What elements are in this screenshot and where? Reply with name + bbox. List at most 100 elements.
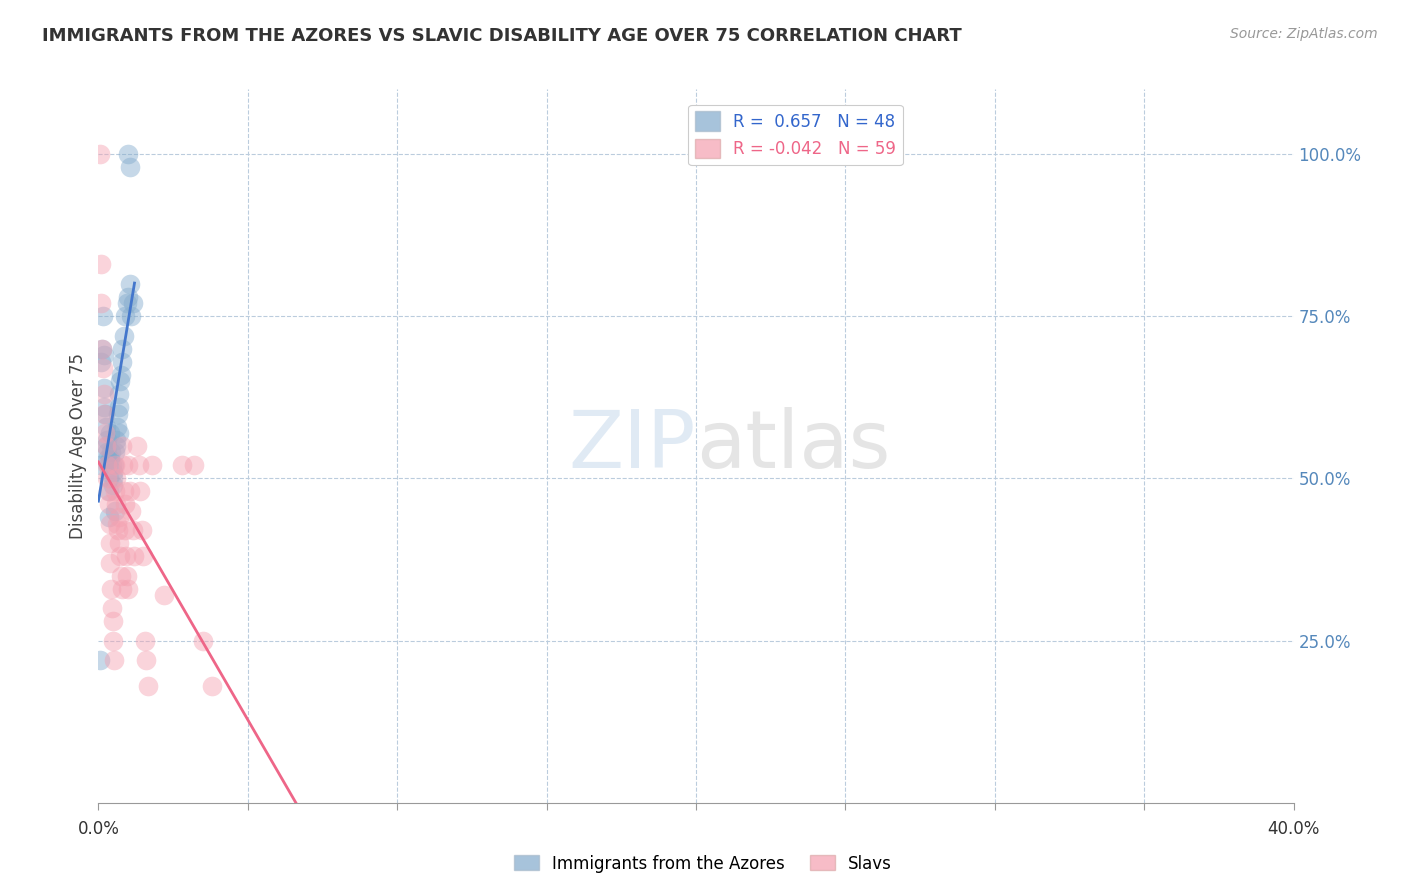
Point <box>96 433 118 447</box>
Point <box>105 516 128 531</box>
Text: 40.0%: 40.0% <box>1267 820 1320 838</box>
Point <box>132 549 155 564</box>
Point <box>134 633 156 648</box>
Point <box>100 582 122 596</box>
Point <box>89 147 111 161</box>
Point <box>121 296 143 310</box>
Point <box>121 524 143 538</box>
Point <box>117 458 139 473</box>
Point <box>114 497 136 511</box>
Point <box>141 458 163 473</box>
Point <box>153 588 176 602</box>
Point <box>118 277 141 291</box>
Point <box>89 458 111 473</box>
Point <box>131 524 153 538</box>
Point <box>100 536 122 550</box>
Point <box>117 290 139 304</box>
Point <box>101 458 124 473</box>
Point <box>112 484 135 499</box>
Point <box>96 452 118 467</box>
Point <box>96 445 118 459</box>
Point <box>201 679 224 693</box>
Point <box>114 310 136 324</box>
Point <box>97 497 120 511</box>
Point <box>118 484 141 499</box>
Text: 0.0%: 0.0% <box>77 820 120 838</box>
Point <box>91 342 114 356</box>
Point <box>103 465 125 479</box>
Point <box>104 484 127 499</box>
Point <box>105 433 128 447</box>
Point <box>110 368 132 382</box>
Point <box>104 439 127 453</box>
Point <box>97 484 120 499</box>
Point <box>91 361 114 376</box>
Point <box>98 516 121 531</box>
Point <box>114 524 136 538</box>
Legend: Immigrants from the Azores, Slavs: Immigrants from the Azores, Slavs <box>508 848 898 880</box>
Point <box>96 458 118 473</box>
Point <box>94 439 117 453</box>
Point <box>104 471 127 485</box>
Point <box>115 549 138 564</box>
Point <box>93 348 115 362</box>
Point <box>91 342 114 356</box>
Point <box>94 439 117 453</box>
Point <box>103 653 125 667</box>
Point <box>108 387 131 401</box>
Point <box>136 679 159 693</box>
Point <box>129 484 152 499</box>
Point <box>111 342 134 356</box>
Point <box>172 458 194 473</box>
Point <box>90 257 112 271</box>
Point <box>111 439 134 453</box>
Point <box>96 471 118 485</box>
Point <box>90 296 112 310</box>
Point <box>104 445 127 459</box>
Legend: R =  0.657   N = 48, R = -0.042   N = 59: R = 0.657 N = 48, R = -0.042 N = 59 <box>688 104 903 165</box>
Point <box>101 614 124 628</box>
Point <box>105 497 128 511</box>
Point <box>115 568 138 582</box>
Point <box>93 381 115 395</box>
Point <box>103 633 125 648</box>
Point <box>118 160 141 174</box>
Point <box>89 653 111 667</box>
Text: atlas: atlas <box>696 407 890 485</box>
Point <box>127 439 149 453</box>
Point <box>107 407 129 421</box>
Point <box>191 633 214 648</box>
Point <box>107 400 129 414</box>
Point <box>97 471 120 485</box>
Point <box>101 471 124 485</box>
Text: Source: ZipAtlas.com: Source: ZipAtlas.com <box>1230 27 1378 41</box>
Point <box>108 425 131 440</box>
Point <box>100 452 122 467</box>
Point <box>117 147 139 161</box>
Point <box>111 354 134 368</box>
Point <box>100 556 122 570</box>
Point <box>97 458 120 473</box>
Point <box>91 310 114 324</box>
Point <box>103 458 125 473</box>
Point <box>100 445 122 459</box>
Point <box>94 407 117 421</box>
Point <box>90 354 112 368</box>
Point <box>108 374 131 388</box>
Text: ZIP: ZIP <box>568 407 696 485</box>
Point <box>124 549 146 564</box>
Point <box>135 653 157 667</box>
Point <box>111 458 134 473</box>
Point <box>120 504 142 518</box>
Point <box>104 504 127 518</box>
Point <box>97 484 120 499</box>
Point <box>117 582 139 596</box>
Point <box>98 425 121 440</box>
Point <box>93 387 115 401</box>
Point <box>104 458 127 473</box>
Point <box>108 536 131 550</box>
Point <box>94 425 117 440</box>
Point <box>128 458 150 473</box>
Point <box>97 510 120 524</box>
Point <box>115 296 138 310</box>
